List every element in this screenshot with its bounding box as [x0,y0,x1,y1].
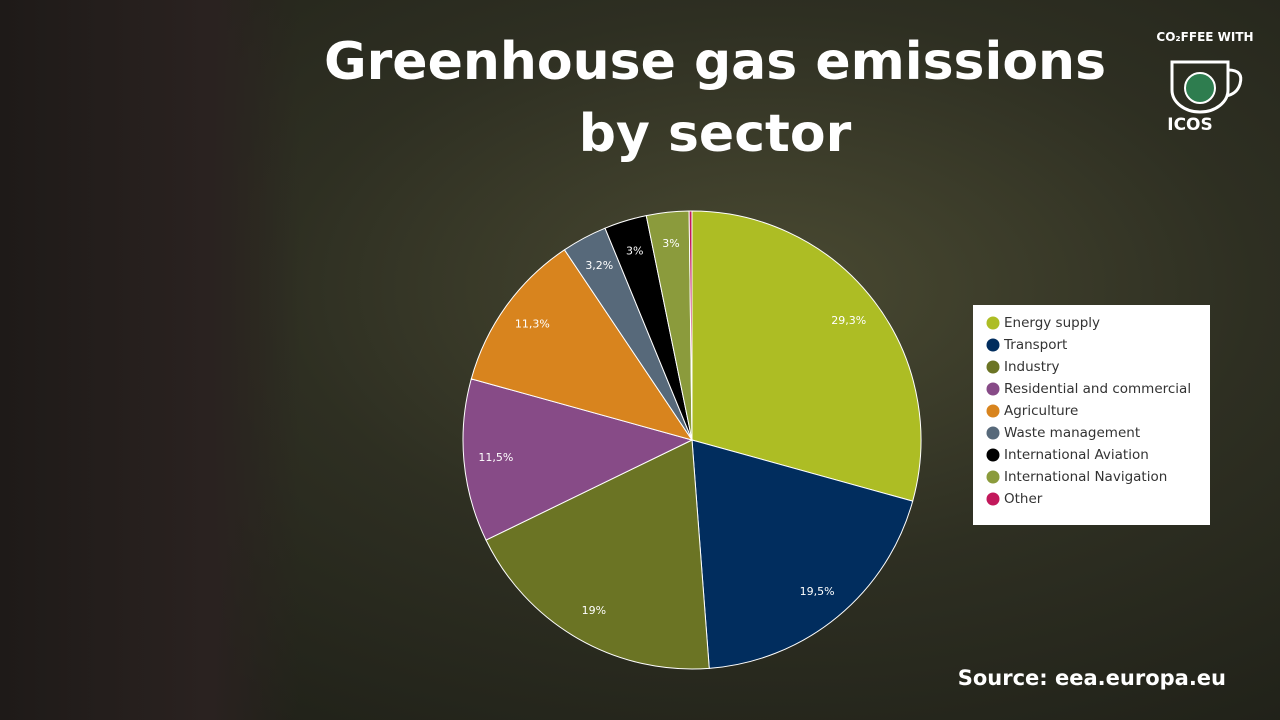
legend-swatch [986,360,1000,374]
legend-swatch [986,404,1000,418]
data-label: 3,2% [585,259,613,272]
data-label: 19,5% [800,585,835,598]
legend-swatch [986,492,1000,506]
legend-label: Other [1004,491,1043,507]
data-label: 19% [582,604,606,617]
logo-bottom: ICOS [1167,115,1213,135]
data-label: 11,5% [478,451,513,464]
legend-swatch [986,316,1000,330]
pie-slice [462,378,694,541]
legend-swatch [986,426,1000,440]
cup-handle [1225,68,1243,98]
data-label: 3% [626,245,643,258]
pie-slice [485,439,710,670]
legend-label: International Navigation [1004,469,1167,485]
background-figure [0,0,300,720]
legend-box [973,305,1210,525]
data-label: 3% [662,237,679,250]
legend-label: Transport [1003,337,1067,353]
cup [1170,60,1230,114]
source: Source: eea.europa.eu [957,666,1226,690]
legend-label: Waste management [1004,425,1140,441]
data-label: 11,3% [515,318,550,331]
legend-label: International Aviation [1004,447,1149,463]
pie-slice [691,210,922,502]
logo: CO₂FFEE WITH ICOS [1156,30,1253,135]
cup-emblem [1184,72,1216,104]
legend-swatch [986,470,1000,484]
legend-label: Agriculture [1004,403,1078,419]
logo-top: CO₂FFEE WITH [1156,30,1253,44]
pie-slice [470,249,694,441]
legend-label: Residential and commercial [1004,381,1191,397]
pie-slice [691,439,914,669]
data-label: 29,3% [831,314,866,327]
legend-swatch [986,448,1000,462]
legend-label: Industry [1004,359,1060,375]
legend-label: Energy supply [1004,315,1100,331]
legend-swatch [986,338,1000,352]
chart-title: Greenhouse gas emissions by sector [323,32,1107,164]
pie-slice [688,210,693,441]
legend-swatch [986,382,1000,396]
